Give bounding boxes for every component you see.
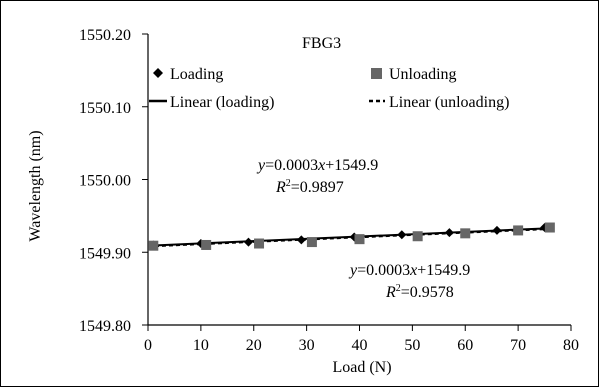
r2-2-sup: 2	[396, 283, 401, 294]
y-axis-label: Wavelength (nm)	[27, 130, 44, 241]
trendline-loading	[147, 227, 550, 247]
equation-unloading: y=0.0003x+1549.9	[348, 262, 470, 279]
x-axis-label: Load (N)	[332, 359, 391, 376]
y-tick-label: 1550.00	[79, 173, 131, 190]
legend-unloading-marker	[371, 68, 382, 79]
unloading-point	[513, 225, 524, 236]
x-tick-label: 0	[144, 337, 152, 354]
eq1-tail: +1549.9	[325, 157, 378, 174]
unloading-point	[201, 239, 212, 250]
x-tick-label: 40	[352, 337, 368, 354]
r2-unloading: R2=0.9578	[385, 283, 454, 301]
legend-linear-unloading-label: Linear (unloading)	[389, 94, 509, 111]
x-tick-label: 20	[246, 337, 262, 354]
eq1-y: y	[256, 157, 266, 174]
eq2-tail: +1549.9	[417, 262, 470, 279]
legend-loading-marker	[153, 68, 163, 78]
loading-point	[397, 230, 407, 240]
y-tick-label: 1549.90	[79, 245, 131, 262]
x-tick-label: 70	[510, 337, 526, 354]
tick-group: 0 10 20 30 40 50 60 70 80 1549.80 1549.90 1550.00 15…	[79, 27, 579, 354]
unloading-point	[544, 222, 555, 233]
unloading-point	[354, 234, 365, 245]
unloading-point	[306, 237, 317, 248]
loading-point	[444, 228, 454, 238]
eq1-x: x	[317, 157, 325, 174]
x-tick-label: 30	[299, 337, 315, 354]
legend-loading-label: Loading	[170, 66, 223, 83]
equation-loading: y=0.0003x+1549.9	[256, 157, 378, 174]
eq1-body: =0.0003	[265, 157, 318, 174]
x-tick-label: 50	[404, 337, 420, 354]
legend-linear-loading-label: Linear (loading)	[170, 94, 274, 111]
loading-point	[243, 237, 253, 247]
marker-group	[148, 222, 555, 251]
r2-2-prefix: R	[385, 284, 396, 301]
eq2-body: =0.0003	[357, 262, 410, 279]
y-tick-label: 1550.10	[79, 100, 131, 117]
x-tick-label: 80	[563, 337, 579, 354]
loading-point	[296, 235, 306, 245]
unloading-point	[148, 240, 159, 251]
r2-1-prefix: R	[275, 179, 286, 196]
loading-point	[492, 225, 502, 235]
r2-1-sup: 2	[286, 178, 291, 189]
unloading-point	[412, 231, 423, 242]
unloading-point	[460, 228, 471, 239]
legend: Loading Unloading Linear (loading) Linea…	[149, 66, 509, 111]
x-tick-label: 60	[457, 337, 473, 354]
eq2-y: y	[348, 262, 358, 279]
r2-1-tail: =0.9897	[291, 179, 344, 196]
y-tick-label: 1549.80	[79, 318, 131, 335]
trendline-group	[147, 227, 550, 248]
r2-loading: R2=0.9897	[275, 178, 344, 196]
y-tick-label: 1550.20	[79, 27, 131, 44]
chart-title: FBG3	[302, 35, 341, 52]
x-tick-label: 10	[193, 337, 209, 354]
r2-2-tail: =0.9578	[401, 284, 454, 301]
eq2-x: x	[409, 262, 417, 279]
legend-unloading-label: Unloading	[389, 66, 457, 83]
unloading-point	[254, 238, 265, 249]
